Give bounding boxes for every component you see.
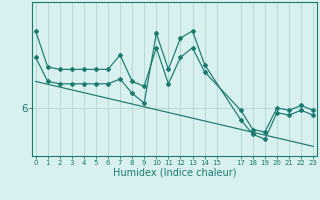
X-axis label: Humidex (Indice chaleur): Humidex (Indice chaleur): [113, 168, 236, 178]
